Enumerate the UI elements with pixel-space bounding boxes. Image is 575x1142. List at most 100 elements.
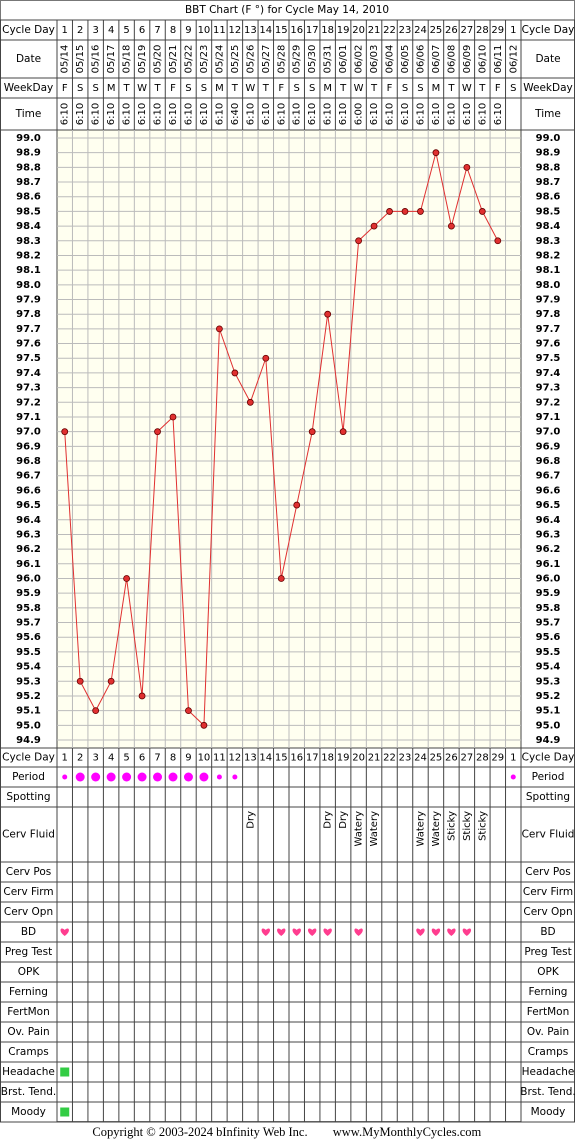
bd-heart — [292, 928, 301, 936]
row-label: Preg Test — [5, 946, 52, 958]
temperature-point — [107, 677, 115, 685]
period-dot — [168, 772, 178, 782]
temperature-point — [370, 222, 378, 230]
cycle-day: 29 — [491, 25, 504, 36]
time: 6:10 — [462, 103, 473, 125]
cycle-day: 24 — [414, 753, 427, 764]
period-dot — [137, 772, 147, 782]
cycle-day: 24 — [414, 25, 427, 36]
date: 06/10 — [477, 45, 488, 74]
y-tick-label: 96.6 — [536, 485, 561, 496]
y-tick-label: 97.3 — [536, 383, 561, 394]
date: 05/17 — [106, 45, 117, 74]
y-tick-label: 95.8 — [16, 603, 41, 614]
time: 6:10 — [276, 103, 287, 125]
bd-heart — [416, 928, 425, 936]
y-tick-label: 95.4 — [536, 662, 561, 673]
temperature-point — [417, 208, 424, 215]
cerv-fluid: Watery — [415, 811, 426, 847]
y-tick-label: 95.2 — [16, 691, 41, 702]
cycle-day: 4 — [108, 753, 114, 764]
weekday: S — [201, 83, 207, 94]
cycle-day: 19 — [337, 25, 350, 36]
bd-heart — [60, 928, 69, 936]
cycle-day: 28 — [476, 753, 489, 764]
y-tick-label: 97.9 — [16, 295, 41, 306]
y-tick-label: 96.4 — [536, 515, 561, 526]
time: 6:10 — [122, 103, 133, 125]
y-tick-label: 96.0 — [16, 573, 41, 584]
y-tick-label: 96.2 — [16, 544, 41, 555]
period-dot — [199, 772, 209, 782]
y-tick-label: 95.0 — [16, 720, 41, 731]
temperature-point — [185, 707, 192, 715]
y-tick-label: 98.4 — [16, 221, 41, 232]
y-tick-label: 96.5 — [16, 500, 41, 511]
date: 05/28 — [276, 45, 287, 74]
weekday: F — [278, 83, 284, 94]
temperature-point — [277, 575, 285, 582]
date: 06/07 — [431, 45, 442, 74]
date: 06/03 — [369, 45, 380, 74]
y-tick-label: 96.4 — [16, 515, 41, 526]
y-tick-label: 94.9 — [536, 735, 561, 746]
cycle-day: 23 — [399, 753, 412, 764]
cerv-fluid: Watery — [431, 811, 442, 847]
time: 6:10 — [261, 103, 272, 125]
y-tick-label: 96.3 — [536, 529, 561, 540]
time: 6:10 — [446, 103, 457, 125]
y-tick-label: 95.2 — [536, 691, 561, 702]
cycle-day: 2 — [77, 25, 83, 36]
time: 6:10 — [431, 103, 442, 125]
y-tick-label: 97.2 — [16, 397, 41, 408]
cycle-day: 12 — [228, 25, 241, 36]
weekday: F — [170, 83, 176, 94]
y-tick-label: 96.5 — [536, 500, 561, 511]
time: 6:10 — [60, 103, 71, 125]
temperature-point — [231, 369, 239, 377]
cycle-day: 10 — [198, 753, 211, 764]
temperature-point — [169, 413, 177, 421]
temperature-point — [246, 398, 254, 406]
cycle-day: 23 — [399, 25, 412, 36]
cycle-day: 14 — [259, 753, 272, 764]
row-label: Ov. Pain — [527, 1026, 569, 1038]
time: 6:10 — [292, 103, 303, 125]
temperature-point — [215, 325, 223, 333]
weekday: W — [245, 83, 255, 94]
bd-heart — [431, 928, 441, 936]
y-tick-label: 98.0 — [16, 280, 41, 291]
row-label: Cerv Pos — [525, 866, 571, 878]
y-tick-label: 97.6 — [536, 339, 561, 350]
y-tick-label: 96.2 — [536, 544, 561, 555]
cycle-day: 11 — [213, 25, 226, 36]
cycle-day: 5 — [123, 753, 129, 764]
cerv-fluid: Dry — [245, 811, 256, 829]
moody-marker — [60, 1107, 70, 1117]
y-tick-label: 97.8 — [16, 309, 41, 320]
row-left-cell — [0, 97, 58, 131]
y-tick-label: 98.8 — [16, 162, 41, 173]
cycle-day: 5 — [123, 25, 129, 36]
temperature-point — [92, 707, 100, 715]
time: 6:10 — [91, 103, 102, 125]
y-tick-label: 98.5 — [16, 206, 41, 217]
cycle-day: 1 — [62, 753, 68, 764]
y-tick-label: 98.2 — [536, 250, 561, 261]
cycle-day: 18 — [321, 753, 334, 764]
cycle-day: 20 — [352, 25, 365, 36]
bd-heart — [323, 928, 332, 936]
temperature-point — [355, 237, 363, 245]
date: 06/02 — [354, 45, 365, 74]
row-label: Cycle Day — [522, 752, 575, 764]
row-right-cell — [520, 39, 575, 79]
row-label: Date — [16, 53, 41, 65]
y-tick-label: 98.6 — [16, 192, 41, 203]
y-tick-label: 95.8 — [536, 603, 561, 614]
weekday: S — [402, 83, 408, 94]
weekday: W — [462, 83, 472, 94]
y-tick-label: 95.6 — [536, 632, 561, 643]
row-label: Period — [12, 771, 45, 783]
cerv-fluid: Dry — [323, 811, 334, 829]
weekday: S — [185, 83, 191, 94]
